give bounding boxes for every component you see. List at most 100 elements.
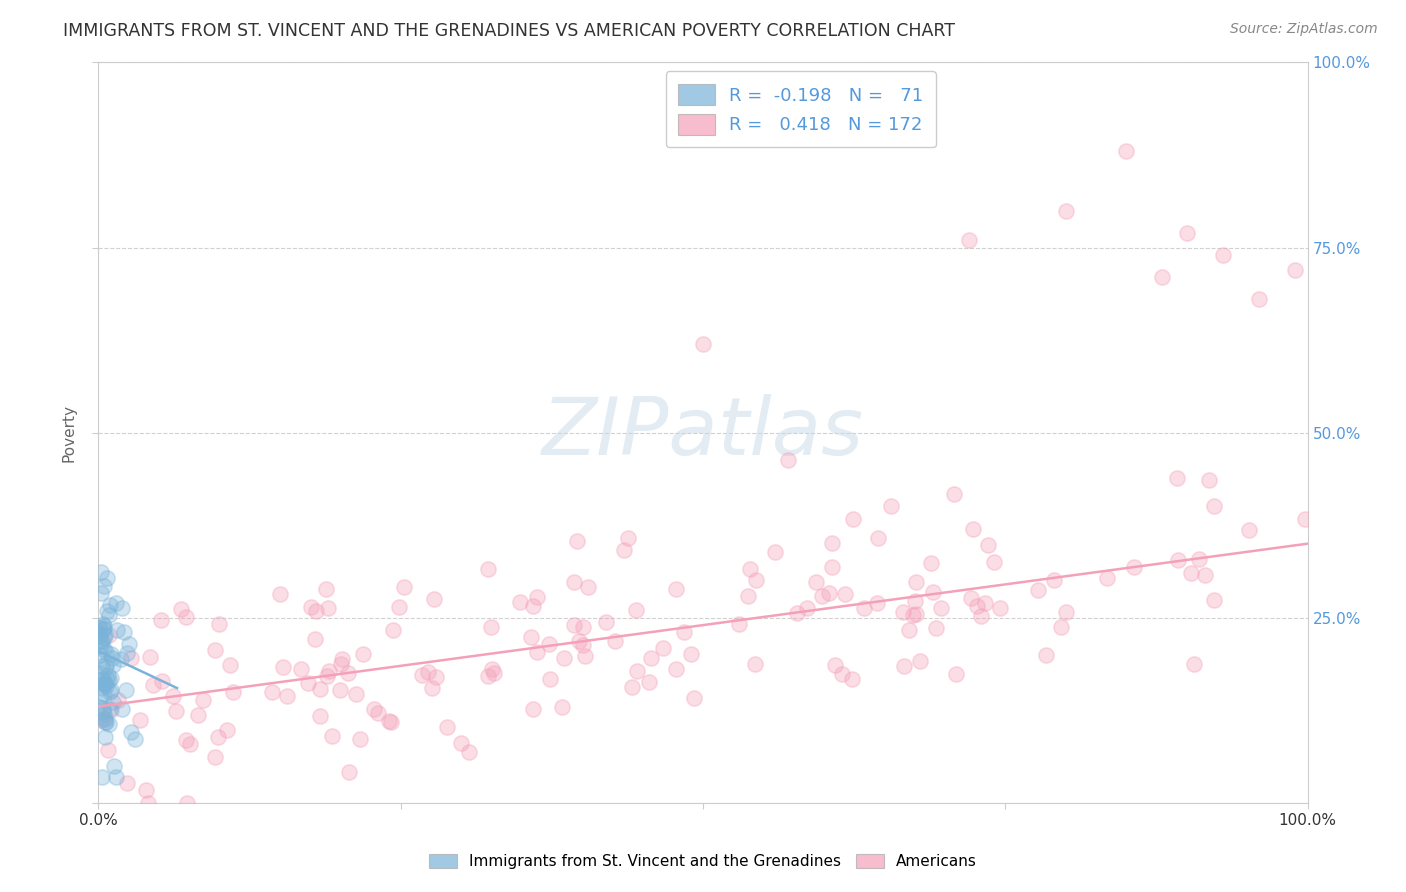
Point [974,596,997,610]
Point [100,671,122,685]
Point [103,758,125,772]
Point [97,628,120,642]
Point [834,587,856,601]
Point [105,624,128,638]
Point [91,616,114,631]
Point [378,714,401,729]
Point [269,587,291,601]
Point [105,596,128,610]
Point [1249,293,1271,307]
Point [90,713,112,727]
Point [304,632,326,646]
Point [1167,553,1189,567]
Point [1202,499,1225,513]
Point [89,627,111,641]
Point [481,662,503,676]
Point [308,681,330,696]
Point [1182,657,1205,671]
Point [174,610,197,624]
Point [1097,571,1119,585]
Point [1054,605,1077,619]
Point [1204,593,1226,607]
Point [738,562,761,576]
Point [842,512,865,526]
Point [526,591,548,605]
Point [380,715,402,730]
Point [477,562,499,576]
Point [904,607,927,621]
Point [522,599,544,613]
Point [339,765,361,780]
Point [93,631,115,645]
Point [328,683,350,698]
Point [260,685,283,699]
Point [831,666,853,681]
Point [89,699,111,714]
Point [93,707,115,722]
Point [330,652,353,666]
Point [576,580,599,594]
Point [87,621,110,635]
Point [1198,473,1220,487]
Point [94,657,117,671]
Point [367,706,389,721]
Point [96,673,118,687]
Point [174,732,197,747]
Point [776,453,799,467]
Point [90,771,112,785]
Point [411,668,433,682]
Point [100,682,122,697]
Point [94,660,117,674]
Point [290,662,312,676]
Point [960,591,983,605]
Point [93,628,115,642]
Point [204,643,226,657]
Point [271,660,294,674]
Point [93,687,115,701]
Point [207,730,229,744]
Point [572,638,595,652]
Point [93,730,115,744]
Point [603,633,626,648]
Point [94,676,117,690]
Point [98,685,121,699]
Point [90,565,112,579]
Point [893,659,915,673]
Point [943,487,966,501]
Point [450,736,472,750]
Point [568,634,591,648]
Legend: Immigrants from St. Vincent and the Grenadines, Americans: Immigrants from St. Vincent and the Gren… [423,848,983,875]
Point [96,604,118,618]
Point [101,657,124,672]
Point [93,622,115,636]
Point [349,732,371,747]
Point [93,579,115,593]
Point [89,648,111,662]
Point [1188,552,1211,566]
Point [100,647,122,661]
Point [422,591,444,606]
Point [98,716,121,731]
Point [115,776,138,790]
Text: ZIPatlas: ZIPatlas [541,393,865,472]
Point [1212,248,1234,262]
Point [664,582,686,596]
Point [1123,560,1146,574]
Point [112,625,135,640]
Point [139,649,162,664]
Point [796,601,818,615]
Point [138,796,160,810]
Point [538,672,561,686]
Point [94,644,117,658]
Point [93,676,115,690]
Point [436,721,458,735]
Point [337,666,360,681]
Point [683,690,706,705]
Point [841,672,863,686]
Point [111,702,134,716]
Point [613,542,636,557]
Point [101,651,124,665]
Point [866,531,889,545]
Point [1028,582,1050,597]
Point [479,619,502,633]
